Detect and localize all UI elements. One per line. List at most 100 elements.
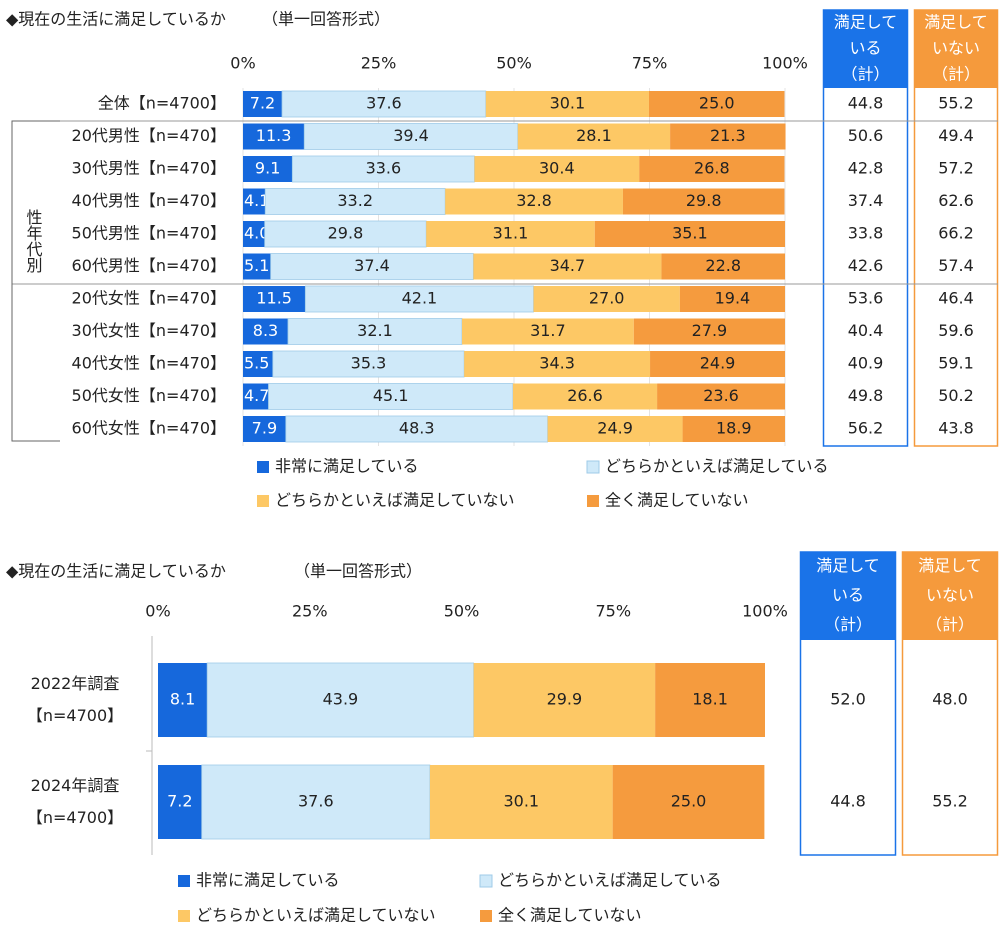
x-tick-label: 25% xyxy=(292,602,328,621)
value-label: 4.1 xyxy=(244,191,269,210)
value-label: 29.9 xyxy=(547,690,583,709)
total-header: （計） xyxy=(926,615,974,634)
total-value: 52.0 xyxy=(830,690,866,709)
total-header: いる xyxy=(849,39,881,58)
bar-segment xyxy=(304,285,534,313)
value-label: 11.3 xyxy=(256,126,292,145)
bar-segment xyxy=(655,663,765,737)
value-label: 32.8 xyxy=(516,191,552,210)
value-label: 7.9 xyxy=(252,419,277,438)
value-label: 28.1 xyxy=(576,126,612,145)
total-value: 57.2 xyxy=(938,159,974,178)
total-value: 43.8 xyxy=(938,419,974,438)
bar-segment xyxy=(243,383,269,410)
total-value: 40.9 xyxy=(848,354,884,373)
bar-segment xyxy=(291,155,475,183)
total-header: 満足して xyxy=(834,13,898,32)
legend-label: どちらかといえば満足している xyxy=(605,457,829,476)
category-label: 30代男性【n=470】 xyxy=(72,159,226,178)
bar-segment xyxy=(473,253,662,280)
value-label: 25.0 xyxy=(699,94,735,113)
bar-segment xyxy=(264,188,446,215)
bar-segment xyxy=(264,220,427,248)
bar-segment xyxy=(612,765,765,839)
value-label: 9.1 xyxy=(255,159,280,178)
bar-segment xyxy=(201,764,431,840)
legend-swatch xyxy=(480,910,492,922)
legend-label: 全く満足していない xyxy=(605,491,749,510)
value-label: 5.5 xyxy=(244,354,269,373)
bar-segment xyxy=(243,188,266,215)
bar-segment xyxy=(287,318,463,345)
legend-swatch xyxy=(178,875,190,887)
value-label: 8.1 xyxy=(170,690,195,709)
value-label: 30.1 xyxy=(550,94,586,113)
value-label: 4.0 xyxy=(244,224,269,243)
total-header: （計） xyxy=(841,65,889,84)
bar-segment xyxy=(461,318,634,345)
bar-segment xyxy=(426,221,595,247)
total-header: 満足して xyxy=(924,13,988,32)
value-label: 8.3 xyxy=(253,321,278,340)
legend-swatch xyxy=(178,910,190,922)
legend-swatch xyxy=(587,495,599,507)
total-value: 46.4 xyxy=(938,289,974,308)
value-label: 31.1 xyxy=(493,224,529,243)
category-label: 20代女性【n=470】 xyxy=(72,289,226,308)
bar-segment xyxy=(303,123,519,150)
value-label: 34.7 xyxy=(550,256,586,275)
total-value: 49.4 xyxy=(938,126,974,145)
value-label: 35.3 xyxy=(351,354,387,373)
legend-swatch xyxy=(257,495,269,507)
value-label: 26.8 xyxy=(694,159,730,178)
bar-segment xyxy=(633,318,785,345)
total-value: 66.2 xyxy=(938,224,974,243)
total-value: 49.8 xyxy=(848,386,884,405)
x-tick-label: 0% xyxy=(145,602,170,621)
x-tick-label: 50% xyxy=(444,602,480,621)
category-label: 60代男性【n=470】 xyxy=(72,256,226,275)
x-tick-label: 75% xyxy=(595,602,631,621)
total-value: 42.8 xyxy=(848,159,884,178)
bar-segment xyxy=(285,415,549,443)
bar-segment xyxy=(622,188,785,215)
total-value: 59.6 xyxy=(938,321,974,340)
total-value: 50.2 xyxy=(938,386,974,405)
value-label: 39.4 xyxy=(393,126,429,145)
group-label: 性年代別 xyxy=(24,209,43,274)
total-header: いる xyxy=(832,586,864,605)
total-value: 59.1 xyxy=(938,354,974,373)
value-label: 27.0 xyxy=(589,289,625,308)
category-label: 20代男性【n=470】 xyxy=(72,126,226,145)
bar-segment xyxy=(639,156,785,182)
group-bracket xyxy=(11,120,60,442)
bar-segment xyxy=(594,221,785,247)
legend-label: 全く満足していない xyxy=(498,906,642,925)
total-header: 満足して xyxy=(816,556,880,575)
x-tick-label: 100% xyxy=(762,54,808,73)
value-label: 4.7 xyxy=(244,386,269,405)
total-value: 44.8 xyxy=(848,94,884,113)
total-header: （計） xyxy=(824,615,872,634)
bar-segment xyxy=(650,351,785,377)
total-header: いない xyxy=(926,586,974,605)
value-label: 34.3 xyxy=(539,354,575,373)
legend-label: どちらかといえば満足している xyxy=(498,871,722,890)
bar-segment xyxy=(272,350,465,378)
chart-title: ◆現在の生活に満足しているか xyxy=(6,562,226,581)
value-label: 18.1 xyxy=(692,690,728,709)
category-label: 2022年調査【n=4700】 xyxy=(27,674,123,725)
total-box xyxy=(822,9,909,447)
total-value: 37.4 xyxy=(848,191,884,210)
value-label: 11.5 xyxy=(256,289,292,308)
total-header-bg xyxy=(914,10,998,88)
legend-label: 非常に満足している xyxy=(275,457,419,476)
category-label: 40代男性【n=470】 xyxy=(72,191,226,210)
total-value: 55.2 xyxy=(932,792,968,811)
value-label: 45.1 xyxy=(373,386,409,405)
x-tick-label: 25% xyxy=(361,54,397,73)
value-label: 35.1 xyxy=(672,224,708,243)
x-tick-label: 50% xyxy=(496,54,532,73)
value-label: 33.2 xyxy=(337,191,373,210)
value-label: 48.3 xyxy=(399,419,435,438)
